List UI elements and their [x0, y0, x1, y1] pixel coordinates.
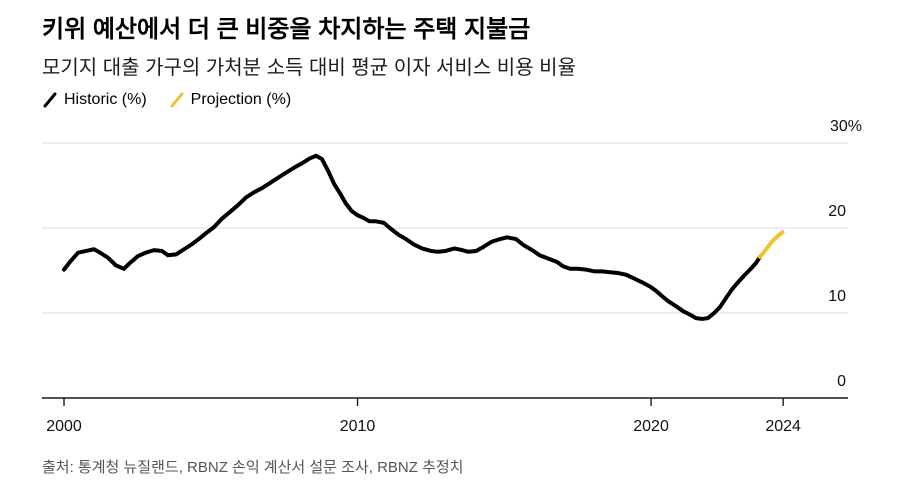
x-tick-label: 2024	[765, 418, 801, 435]
historic-line	[62, 153, 762, 321]
y-tick-label: 0	[837, 373, 846, 390]
chart-subtitle: 모기지 대출 가구의 가처분 소득 대비 평균 이자 서비스 비용 비율	[42, 57, 576, 79]
chart-title: 키위 예산에서 더 큰 비중을 차지하는 주택 지불금	[42, 16, 531, 43]
chart-legend: Historic (%) Projection (%)	[42, 89, 313, 111]
legend-historic-slash-icon	[43, 92, 57, 108]
x-tick-label: 2020	[633, 418, 669, 435]
y-tick-label: 10	[828, 288, 846, 305]
y-tick-label: 20	[828, 203, 846, 220]
x-tick-label: 2000	[46, 418, 82, 435]
x-tick-label: 2010	[340, 418, 376, 435]
legend-item-projection: Projection (%)	[169, 89, 291, 111]
legend-projection-label: Projection (%)	[190, 91, 292, 108]
legend-item-historic: Historic (%)	[42, 89, 147, 111]
legend-projection-slash-icon	[170, 92, 184, 108]
source-note: 출처: 통계청 뉴질랜드, RBNZ 손익 계산서 설문 조사, RBNZ 추정…	[42, 459, 464, 476]
projection-line	[757, 230, 785, 259]
legend-historic-swatch	[43, 92, 57, 108]
y-tick-label: 30%	[830, 118, 862, 135]
legend-projection-swatch	[170, 92, 184, 108]
legend-historic-label: Historic (%)	[64, 91, 147, 108]
